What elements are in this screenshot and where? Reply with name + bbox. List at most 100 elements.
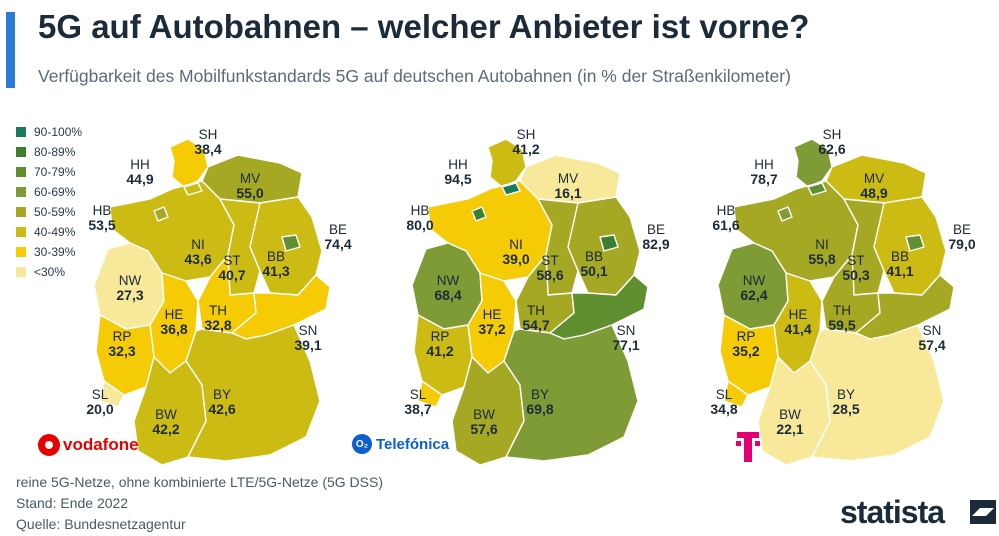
telekom-t-icon: [736, 432, 760, 462]
region-value: 59,5: [828, 317, 856, 333]
region-label-nw: NW 62,4: [740, 273, 767, 303]
region-label-sn: SN 77,1: [612, 323, 639, 353]
region-label-mv: MV 48,9: [860, 171, 887, 201]
region-value: 39,0: [502, 251, 530, 267]
state-sl: [417, 380, 443, 408]
region-value: 77,1: [612, 337, 640, 353]
germany-map-telefonica: [411, 138, 649, 466]
region-label-sl: SL 20,0: [86, 387, 113, 417]
legend-swatch: [16, 147, 26, 157]
region-code: BB: [584, 249, 603, 264]
region-code: HB: [716, 203, 736, 218]
region-code: HH: [130, 157, 150, 172]
state-hb: [153, 206, 169, 222]
legend-label: 30-39%: [34, 245, 76, 259]
region-code: NW: [436, 273, 460, 288]
region-value: 69,8: [526, 401, 554, 417]
region-value: 22,1: [776, 421, 804, 437]
date-note: Stand: Ende 2022: [16, 495, 129, 511]
region-code: NI: [509, 237, 523, 252]
footer-notes: reine 5G-Netze, ohne kombinierte LTE/5G-…: [16, 472, 383, 535]
chart-subtitle: Verfügbarkeit des Mobilfunkstandards 5G …: [38, 66, 791, 86]
region-value: 38,4: [194, 141, 222, 157]
region-code: SH: [822, 127, 842, 142]
legend-label: <30%: [34, 265, 66, 279]
region-code: SN: [922, 323, 942, 338]
statista-logo-icon: [970, 500, 996, 524]
region-code: ST: [223, 253, 241, 268]
region-label-bb: BB 41,1: [886, 249, 913, 279]
region-value: 40,7: [218, 267, 246, 283]
region-value: 62,6: [818, 141, 846, 157]
region-code: MV: [863, 171, 885, 186]
region-code: HE: [788, 307, 808, 322]
legend-item: 40-49%: [16, 222, 82, 242]
region-value: 42,6: [208, 401, 236, 417]
region-code: MV: [557, 171, 579, 186]
state-hh: [807, 182, 827, 196]
region-label-he: HE 37,2: [478, 307, 505, 337]
region-label-st: ST 40,7: [218, 253, 245, 283]
region-code: RP: [736, 329, 756, 344]
region-code: HB: [92, 203, 112, 218]
region-code: RP: [112, 329, 132, 344]
region-label-hb: HB 80,0: [406, 203, 433, 233]
region-label-st: ST 58,6: [536, 253, 563, 283]
telefonica-wordmark: Telefónica: [376, 435, 450, 453]
source-note: Quelle: Bundesnetzagentur: [16, 516, 186, 532]
region-value: 94,5: [444, 171, 472, 187]
region-label-rp: RP 41,2: [426, 329, 453, 359]
region-value: 34,8: [710, 401, 738, 417]
region-code: HB: [410, 203, 430, 218]
region-code: BE: [646, 222, 665, 237]
legend-swatch: [16, 187, 26, 197]
region-code: NI: [815, 237, 829, 252]
vodafone-speechmark-icon: [38, 434, 60, 456]
region-label-th: TH 54,7: [522, 303, 549, 333]
region-code: MV: [239, 171, 261, 186]
region-code: HE: [164, 307, 184, 322]
region-code: SH: [198, 127, 218, 142]
state-by: [809, 324, 945, 462]
state-by: [185, 324, 321, 462]
legend-item: <30%: [16, 262, 82, 282]
region-code: TH: [527, 303, 545, 318]
region-code: BB: [890, 249, 909, 264]
state-sl: [99, 380, 125, 408]
region-value: 20,0: [86, 401, 114, 417]
region-code: HE: [482, 307, 502, 322]
state-sh: [793, 138, 833, 188]
o2-icon: O₂: [352, 434, 372, 454]
region-value: 57,6: [470, 421, 498, 437]
region-code: SN: [616, 323, 636, 338]
state-sn: [855, 274, 955, 340]
region-label-be: BE 74,4: [324, 222, 351, 252]
region-code: NI: [191, 237, 205, 252]
region-value: 78,7: [750, 171, 778, 187]
region-code: HH: [448, 157, 468, 172]
region-value: 80,0: [406, 217, 434, 233]
vodafone-wordmark: vodafone: [63, 435, 139, 454]
state-hb: [777, 206, 793, 222]
region-code: TH: [833, 303, 851, 318]
region-label-ni: NI 55,8: [808, 237, 835, 267]
region-label-by: BY 42,6: [208, 387, 235, 417]
region-code: SL: [91, 387, 109, 402]
region-value: 41,2: [512, 141, 540, 157]
region-label-he: HE 36,8: [160, 307, 187, 337]
legend-item: 80-89%: [16, 142, 82, 162]
region-value: 32,3: [108, 343, 136, 359]
region-label-nw: NW 27,3: [116, 273, 143, 303]
state-hh: [501, 182, 521, 196]
legend: 90-100% 80-89% 70-79% 60-69% 50-59% 40-4…: [16, 122, 82, 282]
region-label-sh: SH 41,2: [512, 127, 539, 157]
region-label-hb: HB 53,5: [88, 203, 115, 233]
region-code: HH: [754, 157, 774, 172]
region-label-bw: BW 57,6: [470, 407, 497, 437]
region-label-by: BY 28,5: [832, 387, 859, 417]
state-be: [281, 234, 301, 252]
region-code: BE: [952, 222, 971, 237]
legend-item: 70-79%: [16, 162, 82, 182]
region-value: 16,1: [554, 185, 582, 201]
legend-item: 60-69%: [16, 182, 82, 202]
